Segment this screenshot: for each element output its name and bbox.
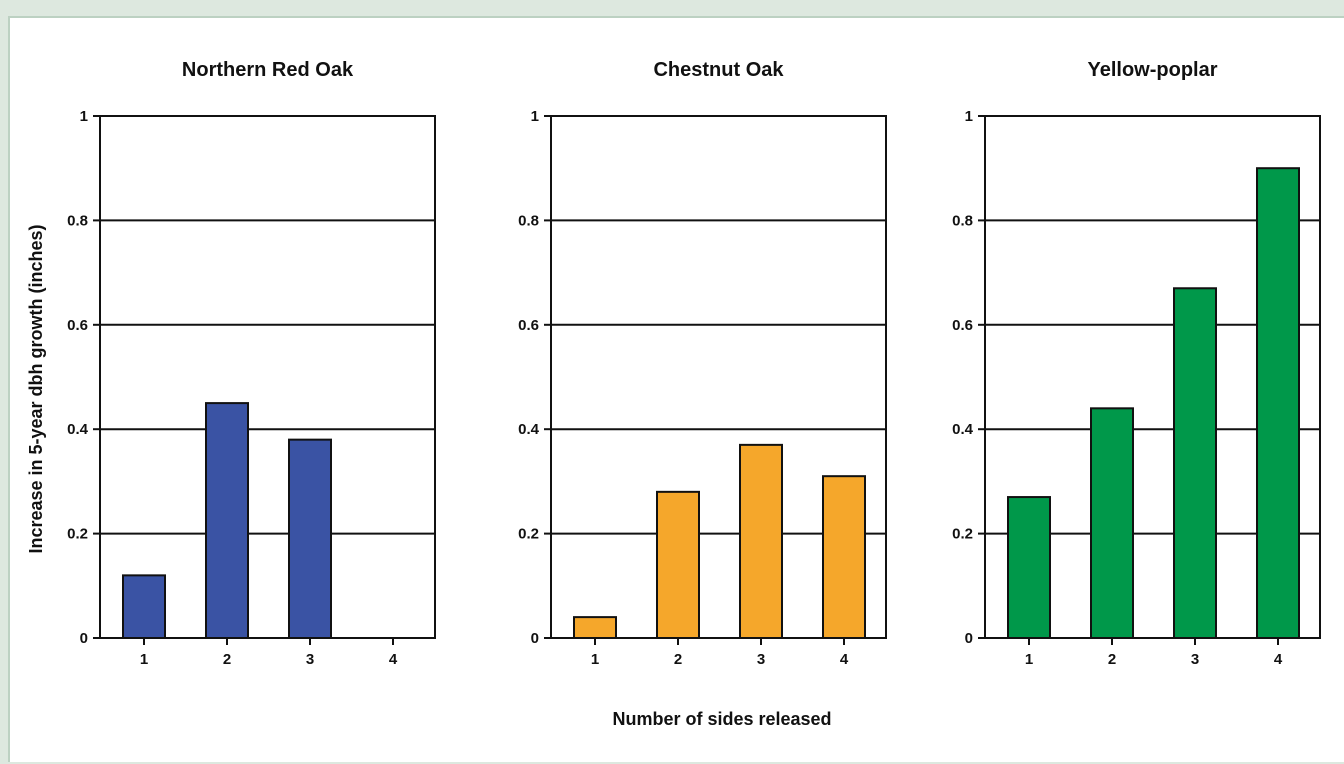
chart-figure: Increase in 5-year dbh growth (inches) N…: [8, 16, 1344, 762]
y-tick-label: 0.6: [518, 317, 539, 334]
plot-frame: [99, 115, 436, 639]
chart-panel-3: Yellow-poplar 1 2 3 4 0 0.2 0.4 0.6 0.8 1: [952, 59, 1321, 668]
y-tick-label: 0.4: [518, 421, 540, 438]
bar: [822, 475, 866, 639]
chart-title: Chestnut Oak: [653, 59, 784, 81]
y-tick-label: 0.2: [67, 526, 88, 543]
bar: [1090, 407, 1134, 639]
plot-frame: [984, 115, 1321, 639]
plot-frame: [550, 115, 887, 639]
x-tick-label: 1: [591, 651, 599, 668]
y-tick-label: 0: [965, 630, 973, 647]
y-tick-label: 0.6: [67, 317, 88, 334]
chart-title: Northern Red Oak: [182, 59, 354, 81]
bar: [739, 443, 783, 639]
y-tick-label: 0.8: [952, 212, 973, 229]
bar: [205, 402, 249, 639]
bar: [1007, 496, 1051, 639]
y-tick-label: 0.2: [952, 526, 973, 543]
x-tick-label: 2: [223, 651, 231, 668]
chart-panel-2: Chestnut Oak 1 2 3 4 0 0.2 0.4 0.6 0.8 1: [518, 59, 887, 668]
x-tick-label: 3: [306, 651, 314, 668]
x-tick-label: 1: [1025, 651, 1033, 668]
x-tick-label: 3: [1191, 651, 1199, 668]
y-tick-label: 1: [965, 108, 973, 125]
y-axis-label: Increase in 5-year dbh growth (inches): [26, 224, 46, 553]
x-axis-label: Number of sides released: [612, 709, 831, 729]
x-tick-label: 4: [1274, 651, 1283, 668]
charts-svg: Increase in 5-year dbh growth (inches) N…: [26, 59, 1321, 729]
bar: [1173, 287, 1217, 639]
y-tick-label: 0.4: [952, 421, 974, 438]
y-tick-label: 0.6: [952, 317, 973, 334]
y-tick-label: 0.8: [518, 212, 539, 229]
bar: [122, 574, 166, 639]
y-tick-label: 0: [80, 630, 88, 647]
y-tick-label: 1: [531, 108, 539, 125]
x-tick-label: 1: [140, 651, 148, 668]
chart-title: Yellow-poplar: [1087, 59, 1217, 81]
bar: [288, 438, 332, 640]
chart-panel-1: Northern Red Oak 1 2 3 4 0 0.2 0.4 0.6 0.8 1: [67, 59, 436, 668]
y-tick-label: 0.2: [518, 526, 539, 543]
y-tick-label: 0: [531, 630, 539, 647]
bar: [1256, 167, 1300, 639]
x-tick-label: 2: [1108, 651, 1116, 668]
x-tick-label: 4: [840, 651, 849, 668]
x-tick-label: 2: [674, 651, 682, 668]
bar: [656, 490, 700, 639]
y-tick-label: 0.4: [67, 421, 89, 438]
x-tick-label: 3: [757, 651, 765, 668]
y-tick-label: 1: [80, 108, 88, 125]
bar: [573, 616, 617, 639]
x-tick-label: 4: [389, 651, 398, 668]
y-tick-label: 0.8: [67, 212, 88, 229]
